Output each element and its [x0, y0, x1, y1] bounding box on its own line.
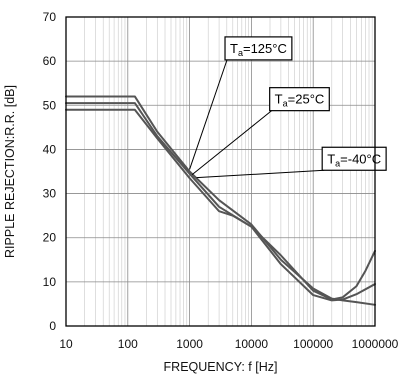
plot-frame	[65, 16, 376, 327]
x-tick-label: 100	[118, 337, 138, 351]
series-annotation-label: Ta=-40°C	[327, 151, 381, 168]
y-tick-label: 20	[43, 231, 57, 245]
series-annotation-box	[269, 87, 330, 112]
series-lines	[65, 95, 376, 306]
series-annotation-box	[321, 146, 387, 171]
x-tick-label: 1000000	[352, 337, 399, 351]
series-annotation-box	[224, 36, 293, 61]
x-tick-label: 10000	[235, 337, 269, 351]
y-tick-label: 10	[43, 275, 57, 289]
y-axis-label: RIPPLE REJECTION:R.R. [dB]	[3, 85, 17, 258]
tick-labels: 10 100 1000 10000 100000 10000000102030405060…	[43, 10, 399, 351]
series-annotation-pointer	[196, 169, 325, 179]
series-annotation-pointer	[191, 110, 272, 175]
series-annotation-label: Ta=25°C	[275, 92, 325, 109]
series-annotation: Ta=-40°C	[196, 146, 387, 179]
x-axis-label: FREQUENCY: f [Hz]	[164, 360, 278, 374]
series-annotation: Ta=125°C	[189, 36, 293, 170]
series-annotations: Ta=125°C Ta=25°C Ta=-40°C	[189, 36, 387, 179]
y-tick-label: 70	[43, 10, 57, 24]
series-line-1	[65, 102, 376, 302]
series-annotation-pointer	[189, 59, 228, 170]
x-tick-label: 1000	[176, 337, 203, 351]
y-tick-label: 50	[43, 98, 57, 112]
x-tick-label: 10	[59, 337, 73, 351]
x-tick-label: 100000	[293, 337, 333, 351]
series-annotation-label: Ta=125°C	[230, 41, 287, 58]
series-line-2	[65, 108, 376, 301]
y-tick-label: 40	[43, 142, 57, 156]
y-tick-label: 60	[43, 54, 57, 68]
y-tick-label: 30	[43, 187, 57, 201]
y-tick-label: 0	[49, 319, 56, 333]
series-annotation: Ta=25°C	[191, 87, 330, 175]
